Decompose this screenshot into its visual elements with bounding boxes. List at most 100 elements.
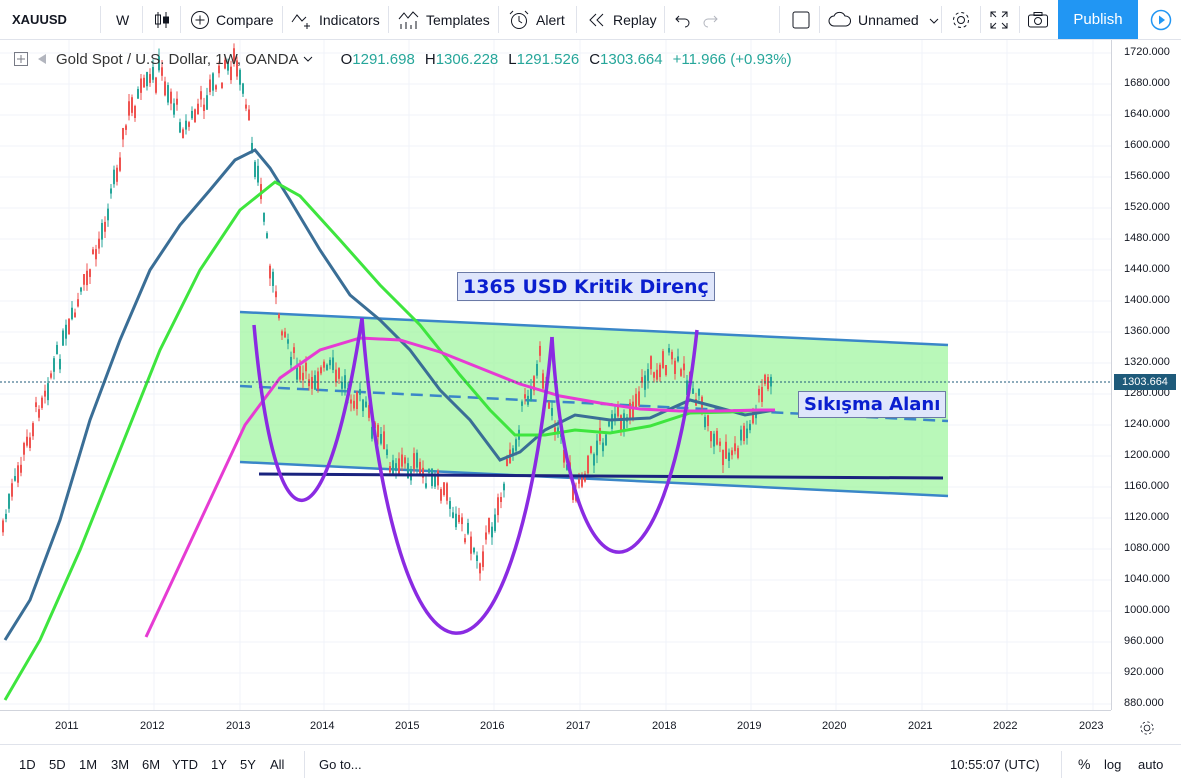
candle-body [638, 391, 640, 406]
candle-body [401, 454, 403, 467]
range-button[interactable]: 5Y [240, 756, 256, 772]
axis-settings-button[interactable] [1112, 711, 1181, 744]
gear-icon [953, 11, 969, 28]
range-button[interactable]: 1Y [211, 756, 227, 772]
squeeze-annotation[interactable]: Sıkışma Alanı [798, 391, 947, 418]
chart-pane[interactable]: Gold Spot / U.S. Dollar, 1W, OANDA O1291… [0, 40, 1111, 710]
candle-body [356, 392, 358, 410]
candle-body [431, 468, 433, 487]
candle-body [716, 430, 718, 445]
candle-body [623, 413, 625, 431]
candle-body [764, 374, 766, 384]
cup-arc-2 [360, 317, 554, 635]
candle-body [632, 401, 634, 419]
candle-body [134, 106, 136, 118]
candle-body [668, 348, 670, 353]
candle-body [653, 372, 655, 378]
redo-icon [703, 15, 718, 27]
chevron-down-icon [929, 18, 939, 24]
price-axis-label: 960.000 [1124, 635, 1164, 647]
symbol-title[interactable]: Gold Spot / U.S. Dollar, 1W, OANDA [56, 50, 299, 68]
goto-date-button[interactable]: Go to... [319, 756, 362, 772]
candle-body [719, 441, 721, 446]
range-button[interactable]: YTD [172, 756, 198, 772]
publish-menu-button[interactable] [1140, 0, 1181, 39]
square-icon [792, 11, 810, 28]
candle-body [521, 401, 523, 406]
chart-type-button[interactable] [152, 0, 172, 39]
plus-square-icon[interactable] [14, 52, 28, 66]
candle-body [233, 48, 235, 64]
open-value: 1291.698 [352, 50, 415, 68]
alert-button[interactable]: Alert [508, 0, 565, 39]
time-axis[interactable]: 2011 2012 2013 2014 2015 2016 2017 2018 2019 2020… [0, 710, 1111, 744]
candle-body [5, 513, 7, 520]
percent-scale-toggle[interactable]: % [1078, 756, 1091, 772]
candle-body [161, 67, 163, 76]
templates-button[interactable]: Templates [398, 0, 490, 39]
candle-body [338, 368, 340, 379]
toolbar-divider [819, 6, 820, 33]
fullscreen-button[interactable] [989, 0, 1009, 39]
range-button[interactable]: 1D [19, 756, 36, 772]
candle-body [221, 82, 223, 88]
candle-body [296, 364, 298, 380]
auto-scale-toggle[interactable]: auto [1138, 756, 1164, 772]
layout-menu[interactable]: Unnamed [828, 0, 939, 39]
range-button[interactable]: 1M [79, 756, 98, 772]
candle-body [419, 461, 421, 475]
candle-body [725, 441, 727, 459]
candle-body [2, 520, 4, 533]
interval-button[interactable]: W [116, 11, 130, 28]
fullscreen-toggle[interactable] [791, 0, 811, 39]
candle-body [269, 265, 271, 279]
candle-body [62, 330, 64, 346]
candle-body [98, 238, 100, 249]
candle-body [275, 291, 277, 298]
price-axis-label: 1000.000 [1124, 604, 1170, 616]
candle-body [497, 497, 499, 516]
replay-button[interactable]: Replay [587, 0, 657, 39]
candle-body [677, 356, 679, 362]
eye-slash-icon[interactable] [36, 52, 52, 66]
candle-body [671, 351, 673, 360]
range-button[interactable]: All [270, 756, 285, 772]
log-scale-toggle[interactable]: log [1104, 756, 1122, 772]
candle-body [17, 465, 19, 483]
price-axis-label: 1080.000 [1124, 542, 1170, 554]
candle-body [491, 526, 493, 538]
chevron-down-icon[interactable] [303, 55, 313, 63]
time-axis-label: 2018 [652, 720, 677, 732]
candle-body [365, 401, 367, 408]
candle-body [41, 397, 43, 408]
clock-display[interactable]: 10:55:07 (UTC) [950, 756, 1040, 772]
range-button[interactable]: 6M [142, 756, 161, 772]
resistance-annotation[interactable]: 1365 USD Kritik Direnç [457, 272, 715, 301]
candle-body [287, 339, 289, 344]
candle-body [440, 489, 442, 501]
range-button[interactable]: 3M [111, 756, 130, 772]
symbol-search[interactable]: XAUUSD [12, 12, 67, 27]
redo-button[interactable] [701, 0, 719, 39]
candle-body [395, 463, 397, 472]
snapshot-button[interactable] [1027, 0, 1049, 39]
indicators-button[interactable]: Indicators [291, 0, 380, 39]
compare-button[interactable]: Compare [190, 0, 274, 39]
candle-body [680, 369, 682, 376]
range-button[interactable]: 5D [49, 756, 66, 772]
settings-button[interactable] [950, 0, 972, 39]
candle-body [524, 394, 526, 399]
toolbar-divider [282, 6, 283, 33]
low-value: 1291.526 [516, 50, 580, 68]
undo-button[interactable] [674, 0, 692, 39]
candle-body [245, 104, 247, 109]
publish-button[interactable]: Publish [1058, 0, 1138, 39]
chart-legend: Gold Spot / U.S. Dollar, 1W, OANDA O1291… [14, 48, 792, 70]
toolbar-divider [576, 6, 577, 33]
price-chart[interactable] [0, 40, 1111, 710]
candle-body [323, 361, 325, 368]
time-axis-label: 2023 [1079, 720, 1104, 732]
candle-body [83, 274, 85, 285]
candle-body [197, 103, 199, 115]
candle-body [284, 331, 286, 338]
